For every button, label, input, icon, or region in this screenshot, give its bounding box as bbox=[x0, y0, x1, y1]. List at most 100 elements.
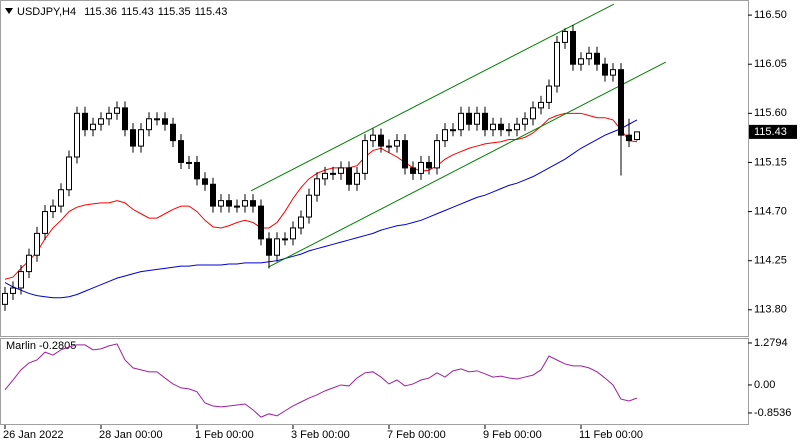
candle-body bbox=[218, 200, 224, 207]
candle-body bbox=[2, 292, 8, 305]
last-price-label: 115.43 bbox=[754, 126, 787, 138]
candle-body bbox=[162, 118, 168, 125]
candle-body bbox=[474, 112, 480, 125]
candle-body bbox=[226, 200, 232, 207]
candle-body bbox=[194, 161, 200, 180]
candle-body bbox=[402, 140, 408, 169]
candle-body bbox=[258, 205, 264, 240]
x-tick-label: 1 Feb 00:00 bbox=[195, 429, 254, 441]
candle-body bbox=[210, 183, 216, 207]
candle-body bbox=[410, 167, 416, 174]
candle-body bbox=[434, 140, 440, 169]
last-price-box bbox=[749, 124, 797, 139]
candle-body bbox=[338, 167, 344, 174]
candle-body bbox=[514, 123, 520, 131]
candle-body bbox=[58, 189, 64, 207]
x-tick-label: 11 Feb 00:00 bbox=[579, 429, 643, 441]
candle-body bbox=[546, 85, 552, 103]
oscillator-line bbox=[4, 343, 638, 418]
candle-body bbox=[506, 129, 512, 132]
candle-body bbox=[426, 161, 432, 169]
candle-body bbox=[610, 69, 616, 76]
candle-body bbox=[266, 238, 272, 256]
candle-body bbox=[146, 118, 152, 131]
candle-body bbox=[634, 131, 640, 141]
candle-body bbox=[106, 112, 112, 120]
chart-header: USDJPY,H4 115.36 115.43 115.35 115.43 bbox=[17, 6, 227, 18]
candle-body bbox=[554, 41, 560, 87]
channel-line bbox=[267, 61, 667, 268]
candle-body bbox=[354, 172, 360, 185]
candle-body bbox=[442, 129, 448, 142]
x-tick-label: 3 Feb 00:00 bbox=[291, 429, 350, 441]
candle-body bbox=[570, 30, 576, 65]
candle-body bbox=[26, 254, 32, 273]
candle-body bbox=[386, 145, 392, 148]
candle-body bbox=[122, 107, 128, 131]
candle-body bbox=[42, 211, 48, 234]
candle-body bbox=[530, 107, 536, 120]
header-open: 115.36 bbox=[84, 6, 117, 18]
candle-body bbox=[618, 69, 624, 136]
y-tick-label: 113.80 bbox=[754, 304, 787, 316]
candle-body bbox=[490, 123, 496, 131]
candle-body bbox=[450, 129, 456, 132]
candle-body bbox=[98, 118, 104, 125]
candle-body bbox=[138, 129, 144, 147]
y-tick-label: 114.25 bbox=[754, 255, 787, 267]
candle-body bbox=[378, 134, 384, 147]
candle-body bbox=[178, 140, 184, 163]
y-tick-label: 0.00 bbox=[754, 379, 775, 391]
candle-body bbox=[602, 63, 608, 76]
candle-body bbox=[250, 200, 256, 207]
candle-body bbox=[330, 172, 336, 175]
candle-body bbox=[74, 112, 80, 158]
candle-body bbox=[522, 118, 528, 125]
x-tick-label: 26 Jan 2022 bbox=[3, 429, 64, 441]
header-low: 115.35 bbox=[158, 6, 191, 18]
candle-body bbox=[418, 161, 424, 174]
candle-body bbox=[10, 287, 16, 294]
x-tick-label: 9 Feb 00:00 bbox=[483, 429, 542, 441]
candle-body bbox=[90, 123, 96, 131]
candle-body bbox=[202, 178, 208, 185]
candle-body bbox=[482, 112, 488, 131]
y-tick-label: 116.50 bbox=[754, 9, 787, 21]
x-tick-label: 28 Jan 00:00 bbox=[99, 429, 163, 441]
collapse-triangle bbox=[5, 8, 13, 14]
candle-body bbox=[394, 140, 400, 147]
candle-body bbox=[362, 140, 368, 174]
candle-body bbox=[370, 134, 376, 142]
candle-body bbox=[594, 52, 600, 65]
candle-body bbox=[66, 156, 72, 191]
moving-average bbox=[4, 119, 638, 299]
chart-title: USDJPY,H4 bbox=[17, 6, 76, 18]
oscillator-panel bbox=[0, 338, 749, 425]
candle-body bbox=[466, 112, 472, 125]
y-tick-label: -0.8536 bbox=[754, 407, 791, 419]
candle-body bbox=[538, 101, 544, 109]
x-tick-label: 7 Feb 00:00 bbox=[387, 429, 446, 441]
candle-body bbox=[322, 172, 328, 180]
candle-body bbox=[306, 194, 312, 218]
candle-body bbox=[626, 134, 632, 142]
oscillator-title: Marlin -0.2805 bbox=[6, 340, 76, 352]
candle-body bbox=[82, 112, 88, 131]
candle-body bbox=[498, 123, 504, 131]
y-tick-label: 115.15 bbox=[754, 156, 787, 168]
candle-body bbox=[242, 200, 248, 207]
header-high: 115.43 bbox=[121, 6, 154, 18]
candle-body bbox=[18, 271, 24, 289]
candle-body bbox=[562, 30, 568, 43]
main-panel bbox=[0, 0, 749, 337]
channel-line bbox=[250, 3, 615, 192]
candle-body bbox=[578, 58, 584, 65]
candle-body bbox=[346, 167, 352, 185]
candle-body bbox=[282, 238, 288, 241]
candle-body bbox=[274, 238, 280, 256]
header-close: 115.43 bbox=[195, 6, 228, 18]
candle-body bbox=[170, 123, 176, 142]
moving-average bbox=[4, 112, 638, 280]
